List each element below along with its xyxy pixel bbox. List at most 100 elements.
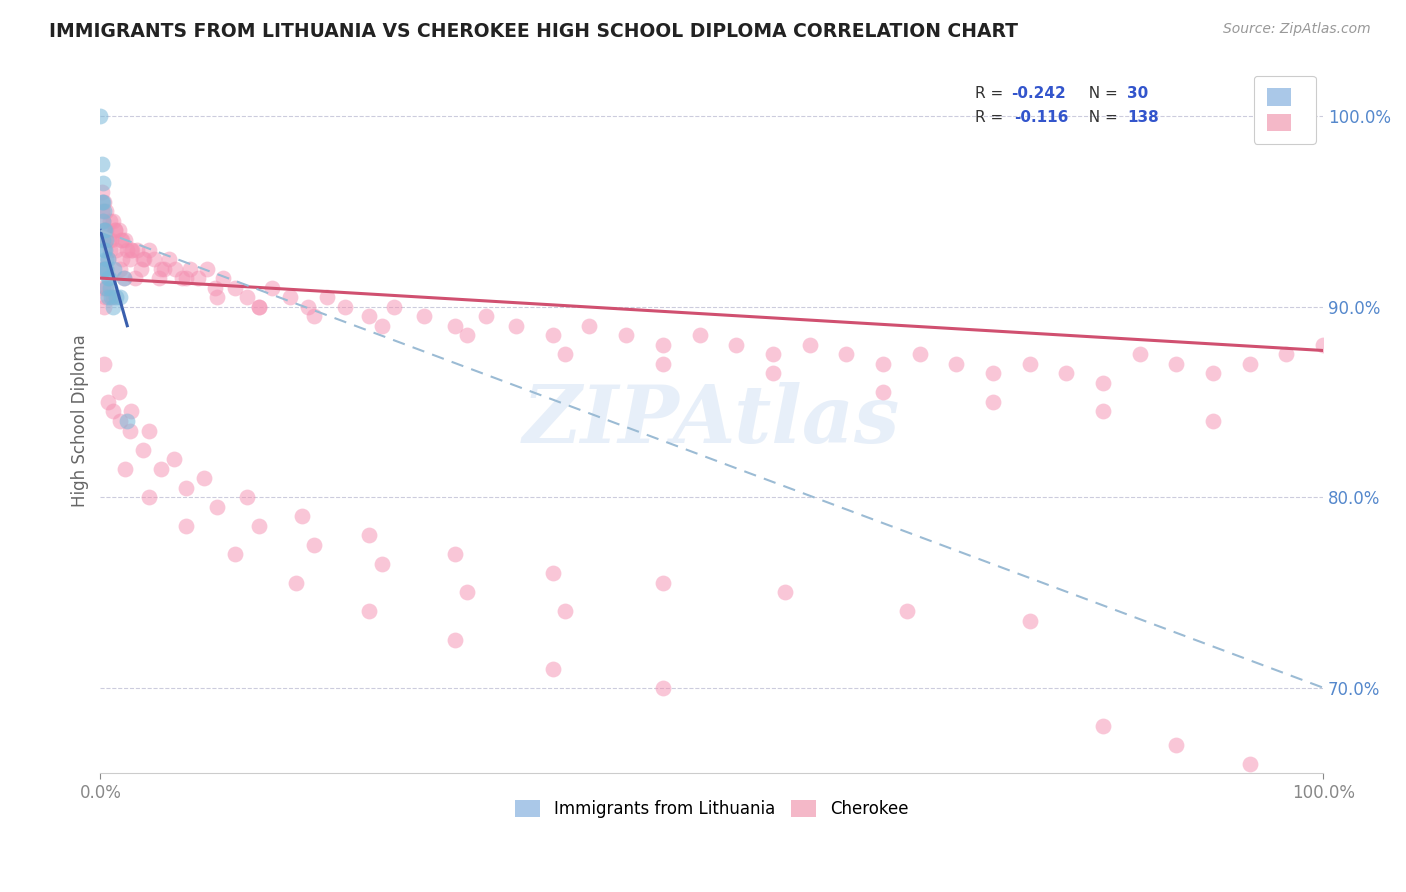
Point: [101, 404, 124, 418]
Point: [150, 261, 173, 276]
Point: [112, 271, 135, 285]
Point: [1092, 719, 1115, 733]
Point: [541, 328, 564, 343]
Point: [541, 662, 564, 676]
Text: -0.242: -0.242: [1011, 86, 1066, 101]
Point: [120, 243, 142, 257]
Text: -0.116: -0.116: [1014, 111, 1069, 126]
Point: [90, 157, 112, 171]
Point: [97, 252, 120, 266]
Point: [179, 261, 201, 276]
Point: [101, 300, 124, 314]
Point: [236, 290, 259, 304]
Point: [108, 414, 131, 428]
Point: [94, 223, 117, 237]
Point: [945, 357, 967, 371]
Point: [93, 223, 115, 237]
Point: [193, 471, 215, 485]
Point: [117, 243, 139, 257]
Point: [1129, 347, 1152, 361]
Point: [107, 223, 129, 237]
Point: [124, 271, 146, 285]
Point: [174, 271, 197, 285]
Point: [1018, 357, 1040, 371]
Text: Source: ZipAtlas.com: Source: ZipAtlas.com: [1223, 22, 1371, 37]
Point: [97, 252, 120, 266]
Point: [91, 176, 114, 190]
Point: [725, 338, 748, 352]
Point: [93, 204, 115, 219]
Point: [247, 300, 270, 314]
Point: [236, 490, 259, 504]
Point: [224, 280, 246, 294]
Point: [444, 318, 467, 333]
Point: [111, 233, 134, 247]
Point: [247, 300, 270, 314]
Point: [108, 290, 131, 304]
Point: [614, 328, 637, 343]
Point: [1239, 357, 1261, 371]
Point: [98, 214, 121, 228]
Point: [90, 261, 112, 276]
Point: [100, 233, 122, 247]
Point: [90, 186, 112, 200]
Point: [651, 338, 673, 352]
Point: [132, 252, 155, 266]
Point: [651, 357, 673, 371]
Point: [93, 223, 115, 237]
Point: [91, 280, 114, 294]
Point: [93, 243, 115, 257]
Point: [1239, 756, 1261, 771]
Point: [94, 233, 117, 247]
Point: [359, 309, 381, 323]
Point: [304, 309, 326, 323]
Point: [413, 309, 436, 323]
Point: [456, 585, 478, 599]
Point: [172, 271, 194, 285]
Point: [205, 290, 228, 304]
Point: [93, 261, 115, 276]
Point: [211, 271, 233, 285]
Point: [110, 233, 132, 247]
Point: [98, 280, 121, 294]
Point: [100, 290, 122, 304]
Text: 30: 30: [1128, 86, 1149, 101]
Point: [1054, 367, 1077, 381]
Point: [195, 261, 218, 276]
Point: [872, 385, 894, 400]
Point: [105, 243, 128, 257]
Point: [651, 575, 673, 590]
Text: ZIPAtlas: ZIPAtlas: [523, 383, 900, 459]
Point: [187, 271, 209, 285]
Point: [91, 214, 114, 228]
Point: [91, 194, 114, 209]
Point: [138, 424, 160, 438]
Text: R =: R =: [974, 111, 1012, 126]
Point: [96, 280, 118, 294]
Point: [651, 681, 673, 695]
Point: [97, 271, 120, 285]
Text: N =: N =: [1078, 86, 1122, 101]
Point: [1312, 338, 1334, 352]
Point: [96, 204, 118, 219]
Point: [554, 605, 576, 619]
Point: [138, 243, 160, 257]
Point: [981, 367, 1004, 381]
Point: [103, 261, 125, 276]
Point: [93, 300, 115, 314]
Point: [91, 233, 114, 247]
Text: 138: 138: [1128, 111, 1159, 126]
Point: [799, 338, 821, 352]
Point: [444, 633, 467, 648]
Point: [1275, 347, 1298, 361]
Point: [896, 605, 918, 619]
Point: [872, 357, 894, 371]
Point: [247, 518, 270, 533]
Point: [541, 566, 564, 581]
Point: [96, 233, 118, 247]
Point: [94, 243, 117, 257]
Point: [125, 243, 148, 257]
Point: [153, 261, 176, 276]
Point: [93, 357, 115, 371]
Point: [101, 290, 124, 304]
